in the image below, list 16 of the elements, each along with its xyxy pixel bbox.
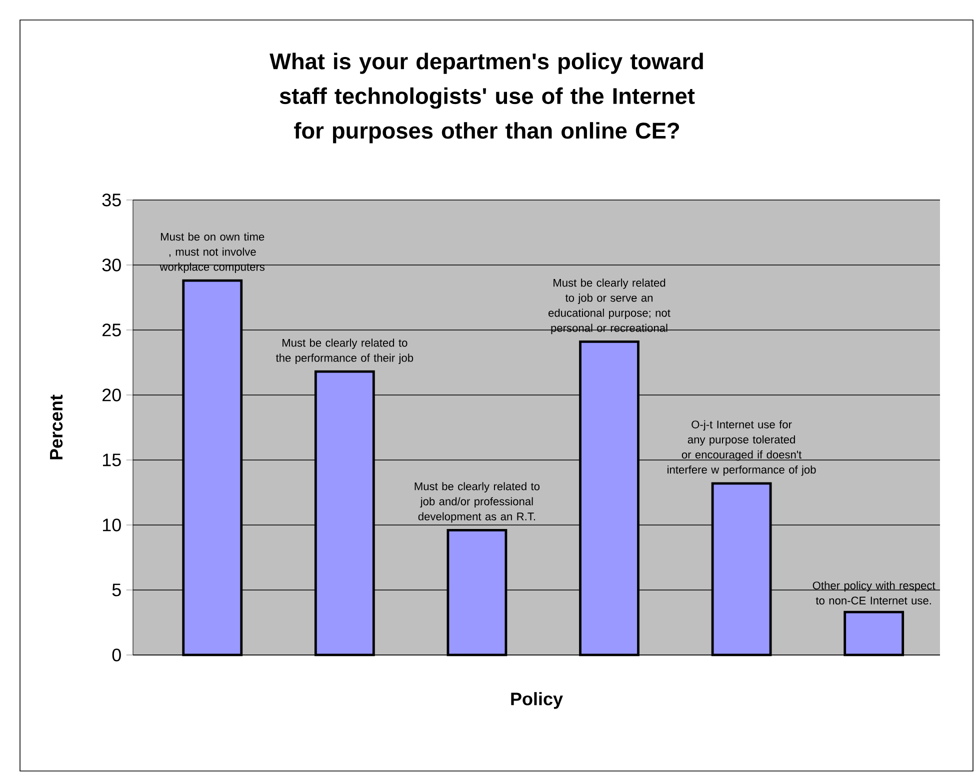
x-tick-label: Must be clearly related to the performance of their job	[276, 338, 414, 364]
chart-title: What is your departmen's policy toward staff technologists' use of the Internet for purposes other than online CE?	[270, 52, 703, 144]
y-tick-label: 25	[102, 324, 121, 336]
x-tick-label: Must be on own time , must not involve workplace computers	[160, 232, 265, 273]
x-tick-label: Must be clearly related to job and/or professional development as an R.T.	[414, 482, 540, 523]
y-tick-label: 15	[102, 454, 121, 466]
y-tick-label: 30	[102, 258, 121, 272]
x-tick-label: Other policy with respect to non-CE Internet use.	[812, 581, 936, 604]
y-tick-label: 5	[112, 584, 121, 596]
y-tick-label: 35	[102, 194, 121, 206]
y-axis-title: Percent	[50, 394, 63, 460]
y-tick-label: 10	[102, 518, 121, 532]
y-tick-label: 20	[102, 388, 121, 402]
y-tick-label: 0	[112, 648, 121, 662]
x-tick-label: O-j-t Internet use for any purpose tolerated or encouraged if doesn't interfere w performance of job	[668, 420, 816, 476]
x-axis-title: Policy	[511, 692, 563, 709]
